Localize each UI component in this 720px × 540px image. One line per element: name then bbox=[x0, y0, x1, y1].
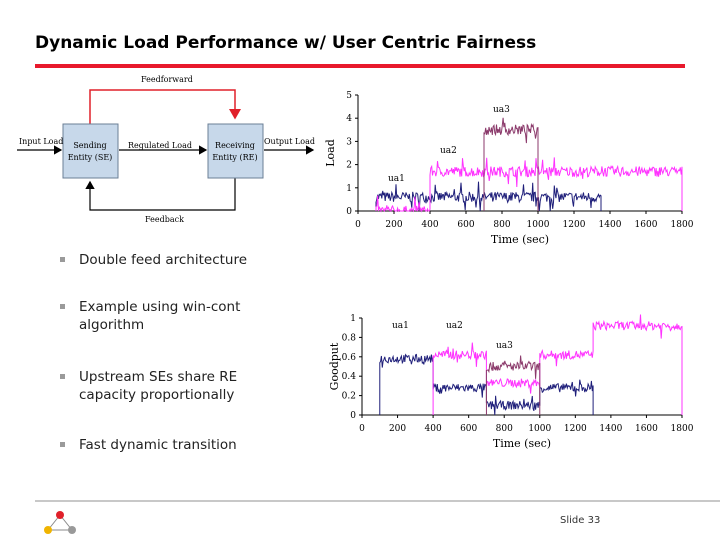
y-tick-label: 0 bbox=[346, 207, 352, 217]
bullet-marker bbox=[60, 374, 65, 379]
x-tick-label: 600 bbox=[460, 424, 477, 434]
goodput-chart: 0 0.2 0.4 0.6 0.8 1 0 200 400 600 800 1000 1200 1400 1… bbox=[328, 314, 694, 450]
y-tick-label: 0.4 bbox=[342, 372, 357, 382]
series-label-ua3: ua3 bbox=[496, 341, 513, 351]
y-axis-label: Goodput bbox=[328, 342, 341, 390]
logo-icon bbox=[44, 511, 76, 534]
input-load-label: Input Load bbox=[19, 137, 63, 146]
series-label-ua3: ua3 bbox=[493, 105, 510, 115]
series-line-ua2 bbox=[432, 314, 683, 416]
y-tick-label: 4 bbox=[346, 114, 352, 124]
x-tick-label: 1800 bbox=[671, 424, 694, 434]
y-tick-label: 1 bbox=[350, 314, 356, 324]
footer-divider bbox=[35, 500, 720, 502]
y-tick-label: 3 bbox=[346, 137, 352, 147]
bullet-text: Example using win-cont algorithm bbox=[79, 299, 241, 333]
output-load-label: Output Load bbox=[264, 137, 315, 146]
re-label-line1: Receiving bbox=[215, 141, 255, 150]
x-tick-label: 1600 bbox=[635, 424, 658, 434]
x-tick-label: 200 bbox=[385, 220, 402, 230]
title-underline bbox=[35, 64, 685, 68]
y-tick-label: 2 bbox=[346, 161, 352, 171]
x-tick-label: 800 bbox=[496, 424, 513, 434]
re-label-line2: Entity (RE) bbox=[212, 153, 257, 162]
slide-title: Dynamic Load Performance w/ User Centric… bbox=[35, 33, 537, 53]
y-axis-label: Load bbox=[324, 139, 337, 167]
y-tick-label: 1 bbox=[346, 184, 352, 194]
series-label-ua1: ua1 bbox=[392, 321, 409, 331]
x-tick-label: 600 bbox=[457, 220, 474, 230]
x-tick-label: 1200 bbox=[563, 220, 586, 230]
receiving-entity-box bbox=[207, 123, 264, 179]
load-chart: 0 1 2 3 4 5 0 200 400 600 800 1000 1200 1400 1600 1800 T… bbox=[324, 91, 694, 246]
bullet-3: Upstream SEs share RE capacity proportio… bbox=[60, 368, 270, 404]
x-axis-label: Time (sec) bbox=[491, 233, 549, 246]
series-label-ua1: ua1 bbox=[388, 174, 405, 184]
x-tick-label: 1400 bbox=[599, 424, 622, 434]
x-tick-label: 1800 bbox=[671, 220, 694, 230]
series-label-ua2: ua2 bbox=[440, 146, 457, 156]
x-tick-label: 1000 bbox=[528, 424, 551, 434]
bullet-text: Double feed architecture bbox=[79, 252, 248, 268]
y-tick-label: 0 bbox=[350, 411, 356, 421]
series-line-ua1 bbox=[375, 181, 602, 212]
sending-entity-box bbox=[62, 123, 119, 179]
x-tick-label: 800 bbox=[493, 220, 510, 230]
x-tick-label: 0 bbox=[355, 220, 361, 230]
x-tick-label: 1200 bbox=[564, 424, 587, 434]
y-tick-label: 0.8 bbox=[342, 333, 357, 343]
x-tick-label: 0 bbox=[359, 424, 365, 434]
x-tick-label: 1400 bbox=[599, 220, 622, 230]
bullet-text: Fast dynamic transition bbox=[79, 437, 237, 453]
bullet-marker bbox=[60, 257, 65, 262]
se-label-line2: Entity (SE) bbox=[68, 153, 113, 162]
x-tick-label: 400 bbox=[421, 220, 438, 230]
series-label-ua2: ua2 bbox=[446, 321, 463, 331]
y-tick-label: 5 bbox=[346, 91, 352, 101]
x-tick-label: 200 bbox=[389, 424, 406, 434]
series-line-ua3 bbox=[485, 355, 541, 416]
bullet-text: Upstream SEs share RE capacity proportio… bbox=[79, 369, 238, 403]
x-tick-label: 1000 bbox=[527, 220, 550, 230]
se-label-line1: Sending bbox=[73, 141, 106, 150]
slide-number: Slide 33 bbox=[560, 515, 601, 526]
y-tick-label: 0.2 bbox=[342, 392, 356, 402]
feedforward-arrow bbox=[89, 89, 241, 124]
y-tick-label: 0.6 bbox=[342, 353, 357, 363]
series-line-ua2 bbox=[375, 157, 683, 213]
x-axis-label: Time (sec) bbox=[493, 437, 551, 450]
bullet-marker bbox=[60, 442, 65, 447]
x-tick-label: 1600 bbox=[635, 220, 658, 230]
feedback-label: Feedback bbox=[145, 215, 184, 224]
bullet-marker bbox=[60, 304, 65, 309]
feedback-arrow bbox=[85, 178, 236, 211]
bullet-4: Fast dynamic transition bbox=[60, 436, 237, 454]
feedforward-label: Feedforward bbox=[141, 75, 193, 84]
feedback-diagram: Feedforward Feedback Sending Entity (SE)… bbox=[17, 75, 315, 224]
bullet-2: Example using win-cont algorithm bbox=[60, 298, 270, 334]
x-tick-label: 400 bbox=[425, 424, 442, 434]
regulated-load-label: Regulated Load bbox=[128, 141, 192, 150]
bullet-1: Double feed architecture bbox=[60, 251, 247, 269]
series-line-ua3 bbox=[483, 117, 539, 211]
